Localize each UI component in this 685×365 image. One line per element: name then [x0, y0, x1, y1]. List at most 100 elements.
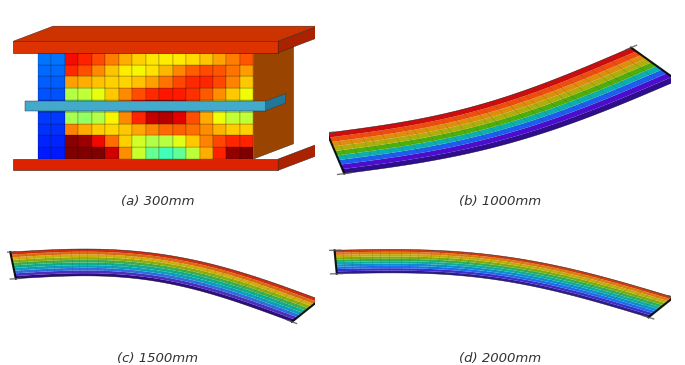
- Polygon shape: [213, 88, 227, 100]
- Polygon shape: [240, 147, 253, 159]
- Polygon shape: [14, 265, 303, 315]
- Polygon shape: [11, 252, 317, 304]
- Polygon shape: [64, 147, 78, 159]
- Polygon shape: [173, 124, 186, 135]
- Polygon shape: [146, 76, 159, 88]
- Polygon shape: [119, 147, 132, 159]
- Polygon shape: [105, 53, 119, 65]
- Polygon shape: [38, 65, 51, 76]
- Polygon shape: [64, 53, 78, 65]
- Polygon shape: [159, 135, 173, 147]
- Polygon shape: [15, 273, 295, 322]
- Polygon shape: [199, 88, 213, 100]
- Polygon shape: [278, 144, 318, 170]
- Polygon shape: [173, 147, 186, 159]
- Polygon shape: [64, 76, 78, 88]
- Polygon shape: [240, 112, 253, 124]
- Polygon shape: [132, 76, 146, 88]
- Polygon shape: [159, 100, 173, 112]
- Polygon shape: [119, 100, 132, 112]
- Polygon shape: [240, 65, 253, 76]
- Polygon shape: [132, 88, 146, 100]
- Polygon shape: [105, 88, 119, 100]
- Polygon shape: [213, 76, 227, 88]
- Polygon shape: [240, 135, 253, 147]
- Polygon shape: [186, 88, 199, 100]
- Polygon shape: [25, 101, 266, 111]
- Polygon shape: [173, 88, 186, 100]
- Polygon shape: [335, 62, 657, 155]
- Polygon shape: [186, 112, 199, 124]
- Polygon shape: [186, 135, 199, 147]
- Polygon shape: [199, 65, 213, 76]
- Polygon shape: [105, 112, 119, 124]
- Polygon shape: [132, 147, 146, 159]
- Polygon shape: [146, 65, 159, 76]
- Polygon shape: [199, 112, 213, 124]
- Text: (d) 2000mm: (d) 2000mm: [459, 352, 541, 365]
- Polygon shape: [119, 135, 132, 147]
- Polygon shape: [173, 112, 186, 124]
- Text: (a) 300mm: (a) 300mm: [121, 195, 195, 208]
- Polygon shape: [213, 147, 227, 159]
- Polygon shape: [38, 88, 51, 100]
- Polygon shape: [38, 135, 51, 147]
- Polygon shape: [213, 135, 227, 147]
- Polygon shape: [227, 124, 240, 135]
- Polygon shape: [173, 76, 186, 88]
- Polygon shape: [199, 53, 213, 65]
- Polygon shape: [159, 76, 173, 88]
- Polygon shape: [132, 124, 146, 135]
- Polygon shape: [105, 135, 119, 147]
- Polygon shape: [78, 112, 92, 124]
- Polygon shape: [105, 147, 119, 159]
- Polygon shape: [105, 76, 119, 88]
- Polygon shape: [78, 124, 92, 135]
- Polygon shape: [342, 77, 677, 174]
- Polygon shape: [51, 112, 64, 124]
- Polygon shape: [64, 124, 78, 135]
- Polygon shape: [105, 65, 119, 76]
- Polygon shape: [335, 252, 671, 301]
- Polygon shape: [186, 100, 199, 112]
- Polygon shape: [92, 76, 105, 88]
- Polygon shape: [38, 53, 51, 65]
- Polygon shape: [331, 55, 647, 146]
- Polygon shape: [213, 65, 227, 76]
- Polygon shape: [146, 112, 159, 124]
- Polygon shape: [132, 112, 146, 124]
- Polygon shape: [132, 135, 146, 147]
- Polygon shape: [340, 73, 672, 169]
- Polygon shape: [12, 260, 309, 311]
- Polygon shape: [119, 76, 132, 88]
- Polygon shape: [240, 76, 253, 88]
- Polygon shape: [240, 124, 253, 135]
- Polygon shape: [227, 100, 240, 112]
- Polygon shape: [14, 268, 300, 317]
- Polygon shape: [159, 65, 173, 76]
- Polygon shape: [132, 100, 146, 112]
- Polygon shape: [227, 88, 240, 100]
- Polygon shape: [64, 65, 78, 76]
- Polygon shape: [51, 53, 64, 65]
- Polygon shape: [240, 88, 253, 100]
- Polygon shape: [240, 100, 253, 112]
- Polygon shape: [338, 70, 667, 165]
- Polygon shape: [64, 112, 78, 124]
- Polygon shape: [119, 124, 132, 135]
- Polygon shape: [38, 100, 51, 112]
- Polygon shape: [333, 59, 651, 151]
- Polygon shape: [240, 53, 253, 65]
- Polygon shape: [119, 65, 132, 76]
- Polygon shape: [186, 53, 199, 65]
- Polygon shape: [13, 26, 318, 41]
- Polygon shape: [213, 112, 227, 124]
- Polygon shape: [253, 38, 294, 159]
- Polygon shape: [159, 147, 173, 159]
- Polygon shape: [92, 112, 105, 124]
- Polygon shape: [186, 76, 199, 88]
- Polygon shape: [64, 100, 78, 112]
- Polygon shape: [199, 76, 213, 88]
- Polygon shape: [336, 264, 658, 311]
- Polygon shape: [159, 88, 173, 100]
